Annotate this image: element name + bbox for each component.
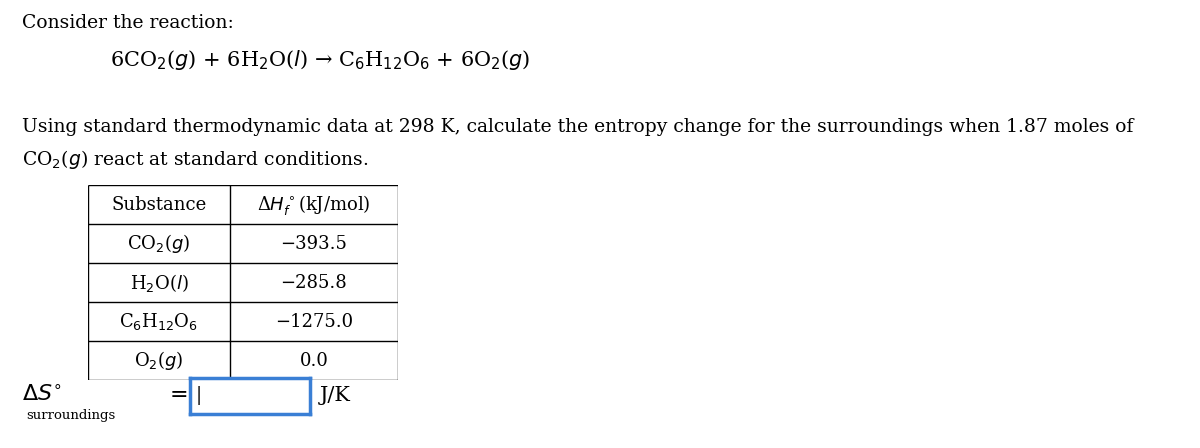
Text: Δ$H_f^\circ$(kJ/mol): Δ$H_f^\circ$(kJ/mol) (257, 193, 371, 216)
Text: =: = (170, 384, 188, 406)
Text: −393.5: −393.5 (281, 234, 348, 253)
Text: Substance: Substance (112, 195, 206, 214)
Text: O$_2$($g$): O$_2$($g$) (134, 349, 184, 372)
Text: Consider the reaction:: Consider the reaction: (22, 14, 234, 32)
Text: CO$_2$($g$): CO$_2$($g$) (127, 232, 191, 255)
Text: 6CO$_2$($g$) + 6H$_2$O($l$) → C$_6$H$_{12}$O$_6$ + 6O$_2$($g$): 6CO$_2$($g$) + 6H$_2$O($l$) → C$_6$H$_{1… (110, 48, 530, 72)
Text: −1275.0: −1275.0 (275, 313, 353, 331)
Text: Using standard thermodynamic data at 298 K, calculate the entropy change for the: Using standard thermodynamic data at 298… (22, 118, 1133, 136)
Text: −285.8: −285.8 (281, 273, 347, 292)
Text: C$_6$H$_{12}$O$_6$: C$_6$H$_{12}$O$_6$ (120, 311, 198, 332)
Text: $\Delta S^{\circ}$: $\Delta S^{\circ}$ (22, 384, 62, 406)
Text: |: | (196, 385, 202, 405)
Text: CO$_2$($g$) react at standard conditions.: CO$_2$($g$) react at standard conditions… (22, 148, 368, 171)
Text: J/K: J/K (320, 385, 350, 405)
Text: 0.0: 0.0 (300, 352, 329, 370)
Text: H$_2$O($l$): H$_2$O($l$) (130, 271, 188, 293)
Text: surroundings: surroundings (26, 409, 115, 422)
